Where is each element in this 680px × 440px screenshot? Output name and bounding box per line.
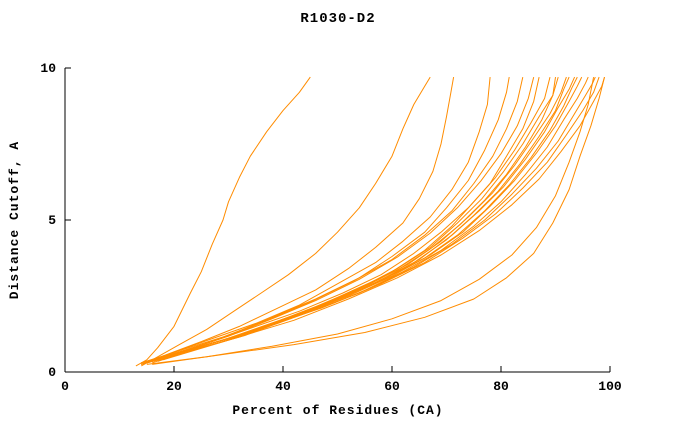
y-tick-label: 0 <box>48 365 56 380</box>
curve-model-07 <box>141 76 551 364</box>
curve-model-21 <box>141 76 524 364</box>
curve-model-18 <box>141 77 556 365</box>
curve-model-01 <box>135 76 311 367</box>
curve-model-12 <box>152 76 589 362</box>
curve-model-14 <box>157 76 600 361</box>
x-tick-label: 60 <box>384 379 400 394</box>
curve-model-11 <box>152 76 583 362</box>
curve-model-19 <box>146 76 570 364</box>
axes: 0 20 40 60 80 100 0 5 10 <box>40 61 622 394</box>
chart-title: R1030-D2 <box>300 11 375 27</box>
curve-model-22 <box>141 76 535 364</box>
y-axis-title: Distance Cutoff, A <box>7 141 22 299</box>
x-axis-title: Percent of Residues (CA) <box>232 403 443 418</box>
x-tick-label: 40 <box>275 379 291 394</box>
curve-model-15 <box>162 76 605 361</box>
curve-model-03 <box>141 77 455 365</box>
x-tick-label: 20 <box>166 379 182 394</box>
curve-model-20 <box>146 76 578 364</box>
curve-model-02 <box>141 76 431 367</box>
x-tick-label: 100 <box>598 379 622 394</box>
model-curves <box>135 76 605 367</box>
x-tick-label: 80 <box>493 379 509 394</box>
curve-model-09 <box>146 76 567 364</box>
x-tick-label: 0 <box>61 379 69 394</box>
y-tick-label: 10 <box>40 61 56 76</box>
curve-model-10 <box>152 76 576 364</box>
curve-model-16 <box>152 76 605 365</box>
curve-model-08 <box>146 76 559 364</box>
y-tick-label: 5 <box>48 213 56 228</box>
curve-model-17 <box>146 77 595 365</box>
curve-model-04 <box>141 77 491 365</box>
